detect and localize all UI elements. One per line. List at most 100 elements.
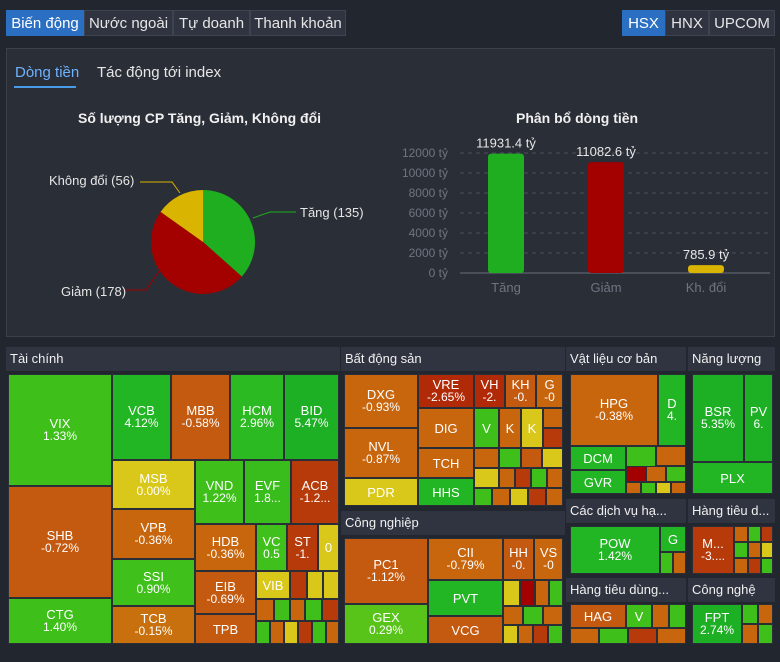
- stock-EVF[interactable]: EVF 1.8...: [244, 460, 291, 524]
- stock-tile[interactable]: [748, 542, 761, 558]
- stock-tile[interactable]: [626, 482, 641, 494]
- stock-tile[interactable]: [599, 628, 628, 644]
- stock-tile[interactable]: [503, 625, 518, 644]
- stock-tile[interactable]: [503, 580, 520, 606]
- stock-tile[interactable]: [305, 599, 322, 621]
- stock-Z0[interactable]: 0: [318, 524, 339, 571]
- sector-hang-tieu-dung-1[interactable]: Hàng tiêu d...: [688, 499, 775, 523]
- stock-tile[interactable]: [748, 526, 761, 542]
- stock-SHB[interactable]: SHB -0.72%: [8, 486, 112, 598]
- stock-GEX[interactable]: GEX 0.29%: [344, 604, 428, 644]
- stock-MSB[interactable]: MSB 0.00%: [112, 460, 195, 509]
- stock-tile[interactable]: [657, 628, 686, 644]
- stock-D[interactable]: D 4.: [658, 374, 686, 446]
- stock-tile[interactable]: [510, 488, 528, 506]
- stock-tile[interactable]: [673, 552, 686, 574]
- stock-tile[interactable]: [326, 621, 339, 644]
- stock-tile[interactable]: [543, 408, 563, 428]
- bar-2[interactable]: [688, 265, 724, 273]
- stock-PC1[interactable]: PC1 -1.12%: [344, 538, 428, 604]
- stock-tile[interactable]: [474, 448, 499, 468]
- bar-0[interactable]: [488, 153, 524, 273]
- stock-PVT[interactable]: PVT: [428, 580, 503, 616]
- stock-VND[interactable]: VND 1.22%: [195, 460, 244, 524]
- stock-tile[interactable]: [761, 558, 773, 574]
- subtab-tac-dong[interactable]: Tác động tới index: [97, 64, 222, 81]
- stock-tile[interactable]: [290, 571, 307, 599]
- stock-tile[interactable]: [307, 571, 323, 599]
- stock-tile[interactable]: [652, 604, 669, 628]
- stock-tile[interactable]: [666, 466, 686, 482]
- stock-tile[interactable]: [742, 604, 758, 624]
- stock-tile[interactable]: [518, 625, 533, 644]
- exchange-hnx[interactable]: HNX: [665, 10, 709, 36]
- stock-tile[interactable]: [270, 621, 284, 644]
- stock-VCG[interactable]: VCG: [428, 616, 503, 644]
- subtab-dong-tien[interactable]: Dòng tiền: [15, 64, 80, 81]
- stock-tile[interactable]: [660, 552, 673, 574]
- stock-ST[interactable]: ST -1.: [287, 524, 318, 571]
- pie-slice-flat[interactable]: [160, 190, 203, 242]
- tab-tu-doanh[interactable]: Tự doanh: [173, 10, 250, 36]
- stock-HH[interactable]: HH -0.: [503, 538, 534, 580]
- stock-tile[interactable]: [499, 448, 521, 468]
- stock-tile[interactable]: [533, 625, 548, 644]
- stock-HHS[interactable]: HHS: [418, 478, 474, 506]
- stock-tile[interactable]: [628, 628, 657, 644]
- stock-tile[interactable]: [761, 542, 773, 558]
- stock-tile[interactable]: [543, 428, 563, 448]
- stock-tile[interactable]: [734, 542, 748, 558]
- stock-TCB[interactable]: TCB -0.15%: [112, 606, 195, 644]
- sector-tai-chinh[interactable]: Tài chính: [6, 347, 340, 371]
- sector-bat-dong-san[interactable]: Bất động sản: [341, 347, 565, 371]
- stock-tile[interactable]: [761, 526, 773, 542]
- stock-V2[interactable]: V: [626, 604, 652, 628]
- stock-tile[interactable]: [570, 628, 599, 644]
- tab-nuoc-ngoai[interactable]: Nước ngoài: [84, 10, 173, 36]
- stock-tile[interactable]: [546, 488, 563, 506]
- stock-tile[interactable]: [322, 599, 339, 621]
- stock-POW[interactable]: POW 1.42%: [570, 526, 660, 574]
- stock-VIB[interactable]: VIB: [256, 571, 290, 599]
- stock-tile[interactable]: [492, 488, 510, 506]
- stock-VPB[interactable]: VPB -0.36%: [112, 509, 195, 559]
- stock-tile[interactable]: [298, 621, 312, 644]
- stock-K2[interactable]: K: [521, 408, 543, 448]
- stock-DIG[interactable]: DIG: [418, 408, 474, 448]
- sector-cong-nghiep[interactable]: Công nghiệp: [341, 511, 565, 535]
- stock-K1[interactable]: K: [499, 408, 521, 448]
- stock-PLX[interactable]: PLX: [692, 462, 773, 494]
- stock-tile[interactable]: [284, 621, 298, 644]
- stock-tile[interactable]: [531, 468, 547, 488]
- stock-tile[interactable]: [734, 526, 748, 542]
- stock-tile[interactable]: [758, 624, 773, 644]
- stock-tile[interactable]: [543, 606, 563, 625]
- stock-DXG[interactable]: DXG -0.93%: [344, 374, 418, 428]
- stock-tile[interactable]: [535, 580, 549, 606]
- stock-HAG[interactable]: HAG: [570, 604, 626, 628]
- stock-tile[interactable]: [548, 625, 563, 644]
- stock-CII[interactable]: CII -0.79%: [428, 538, 503, 580]
- stock-CTG[interactable]: CTG 1.40%: [8, 598, 112, 644]
- stock-tile[interactable]: [528, 488, 546, 506]
- pie-slice-up[interactable]: [203, 190, 256, 277]
- stock-tile[interactable]: [646, 466, 666, 482]
- sector-cong-nghe[interactable]: Công nghệ: [688, 578, 775, 602]
- stock-tile[interactable]: [758, 604, 773, 624]
- sector-nang-luong[interactable]: Năng lượng: [688, 347, 775, 371]
- stock-HPG[interactable]: HPG -0.38%: [570, 374, 658, 446]
- stock-SSI[interactable]: SSI 0.90%: [112, 559, 195, 606]
- stock-VIX[interactable]: VIX 1.33%: [8, 374, 112, 486]
- stock-tile[interactable]: [474, 488, 492, 506]
- stock-VRE[interactable]: VRE -2.65%: [418, 374, 474, 408]
- stock-tile[interactable]: [256, 599, 274, 621]
- stock-tile[interactable]: [542, 448, 563, 468]
- stock-HCM[interactable]: HCM 2.96%: [230, 374, 284, 460]
- tab-bien-dong[interactable]: Biến động: [6, 10, 84, 36]
- pie-slice-down[interactable]: [151, 211, 242, 294]
- stock-NVL[interactable]: NVL -0.87%: [344, 428, 418, 478]
- stock-tile[interactable]: [312, 621, 326, 644]
- stock-PV[interactable]: PV 6.: [744, 374, 773, 462]
- stock-tile[interactable]: [671, 482, 686, 494]
- exchange-upcom[interactable]: UPCOM: [709, 10, 775, 36]
